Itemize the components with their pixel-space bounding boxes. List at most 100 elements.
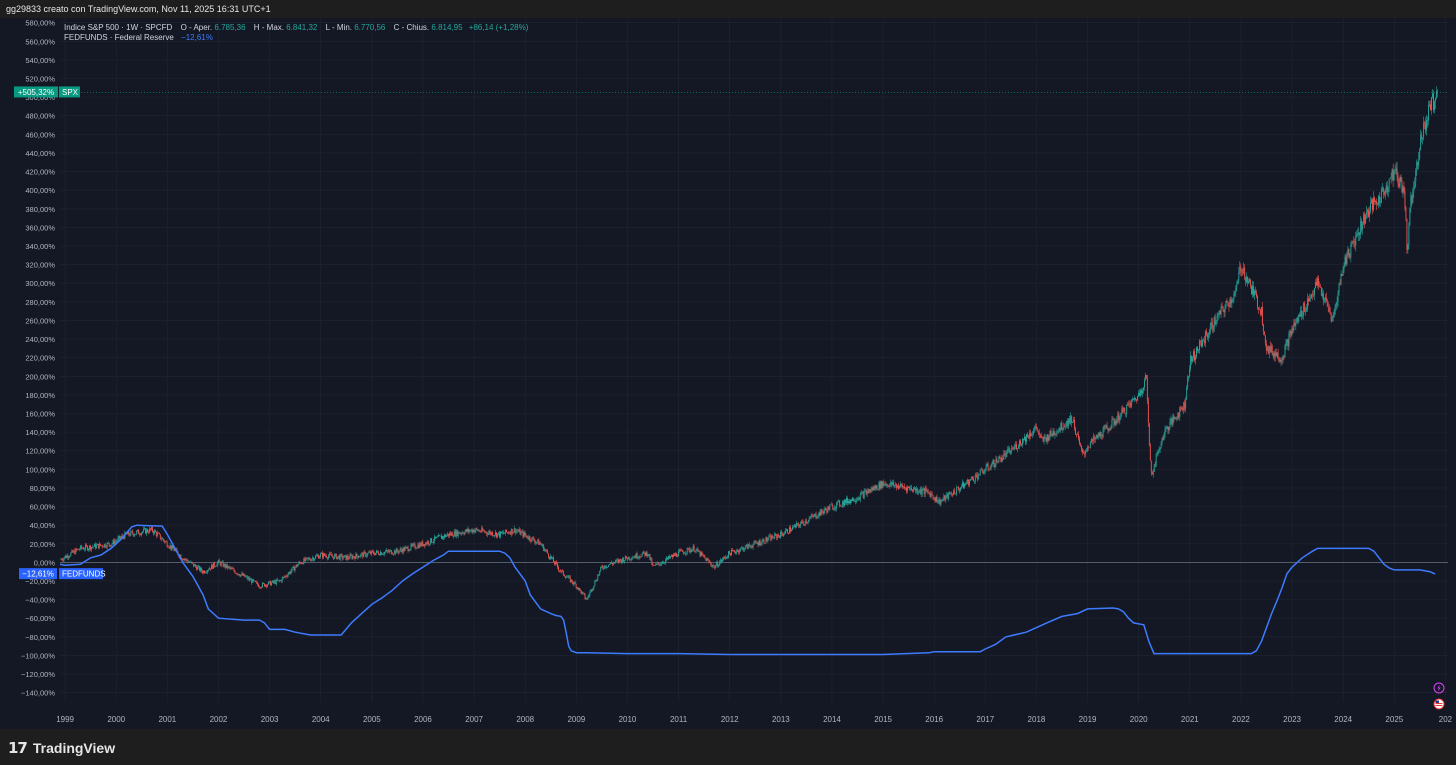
spx-candle (1008, 445, 1010, 453)
spx-candle (1199, 339, 1200, 355)
spx-candle (1048, 434, 1050, 442)
spx-candle (251, 578, 253, 585)
spx-candle (352, 554, 354, 560)
spx-candle (243, 573, 245, 577)
spx-candle (495, 529, 496, 537)
spx-candle (1325, 292, 1327, 302)
spx-candle (1035, 423, 1037, 430)
spx-candle (380, 550, 381, 556)
spx-candle (919, 486, 921, 495)
spx-candle (1187, 375, 1189, 390)
spx-candle (691, 549, 693, 552)
spx-candle (511, 529, 513, 536)
spx-candle (1343, 262, 1345, 274)
spx-candle (255, 580, 257, 583)
spx-candle (419, 541, 421, 549)
spx-candle (76, 547, 78, 552)
legend-spx: Indice S&P 500 · 1W · SPCFD O - Aper. 6.… (64, 23, 529, 32)
spx-candle (698, 550, 700, 553)
x-tick-label: 202 (1439, 715, 1453, 724)
spx-candle (1413, 180, 1415, 198)
spx-candle (1387, 186, 1389, 198)
spx-candle (788, 532, 789, 535)
spx-candle (1371, 197, 1372, 204)
x-tick-label: 2021 (1181, 715, 1199, 724)
spx-candle (551, 556, 553, 560)
spx-candle (557, 562, 558, 570)
spx-candle (448, 531, 450, 538)
us-flag-icon[interactable] (1433, 698, 1445, 710)
spx-candle (143, 526, 145, 533)
spx-candle (522, 529, 524, 539)
spx-candle (953, 489, 955, 496)
spx-candle (401, 548, 403, 554)
spx-candle (361, 551, 363, 557)
spx-candle (952, 493, 954, 498)
spx-candle (595, 579, 597, 582)
chart-area[interactable]: 580,00% 560,00% 540,00% 520,00% 500,00% 480,0… (0, 18, 1456, 729)
spx-candle (240, 574, 242, 578)
spx-candle (1403, 181, 1405, 195)
spx-candle (887, 484, 889, 488)
spx-candle (658, 562, 660, 566)
spx-candle (491, 531, 493, 536)
spx-candle (1373, 191, 1374, 212)
spx-candle (733, 549, 735, 554)
spx-candle (244, 574, 246, 578)
spx-candle (1423, 116, 1425, 141)
spx-candle (1143, 377, 1145, 391)
spx-candle (183, 558, 185, 562)
spx-candle (812, 514, 814, 519)
spx-candle (993, 459, 995, 468)
spx-candle (498, 532, 499, 536)
spx-candle (317, 553, 319, 558)
spx-candle (118, 534, 120, 540)
tradingview-logo[interactable]: 17 TradingView (8, 739, 115, 757)
spx-candle (943, 493, 945, 502)
spx-candle (443, 533, 445, 540)
spx-candle (904, 483, 905, 491)
spx-candle (1012, 446, 1014, 450)
spx-candle (165, 540, 167, 543)
y-tick-label: −20,00% (25, 577, 55, 586)
spx-candle (67, 553, 69, 561)
lightning-icon[interactable] (1433, 682, 1445, 694)
spx-candle (1308, 295, 1310, 306)
spx-candle (486, 531, 488, 536)
spx-candle (1432, 89, 1433, 99)
spx-candle (855, 497, 857, 504)
spx-candle (1009, 446, 1011, 454)
spx-candle (1265, 340, 1267, 355)
spx-candle (1131, 399, 1133, 409)
spx-candle (764, 542, 766, 544)
spx-candle (1200, 336, 1202, 348)
x-tick-label: 2025 (1385, 715, 1403, 724)
spx-candle (1225, 300, 1227, 309)
spx-candle (1016, 441, 1018, 450)
spx-candle (948, 491, 950, 502)
spx-candle (256, 580, 258, 584)
spx-candle (933, 497, 935, 501)
spx-candle (1313, 289, 1314, 298)
spx-candle (436, 536, 437, 539)
spx-candle (505, 529, 507, 533)
spx-candle (474, 528, 476, 534)
spx-candle (927, 488, 929, 495)
chart-svg[interactable]: 580,00% 560,00% 540,00% 520,00% 500,00% 480,0… (0, 18, 1456, 729)
spx-candle (916, 487, 918, 495)
spx-candle (679, 548, 681, 552)
spx-candle (437, 535, 438, 538)
spx-candle (882, 481, 884, 489)
spx-candle (1085, 447, 1087, 453)
spx-candle (133, 533, 135, 537)
spx-candle (182, 558, 184, 561)
spx-candle (1305, 307, 1307, 316)
spx-candle (1017, 448, 1019, 453)
spx-candle (731, 547, 732, 556)
spx-candle (1383, 190, 1385, 197)
spx-candle (1028, 429, 1030, 441)
spx-candle (1074, 416, 1076, 431)
spx-candle (257, 581, 259, 587)
spx-candle (373, 549, 375, 555)
spx-candle (266, 584, 267, 589)
